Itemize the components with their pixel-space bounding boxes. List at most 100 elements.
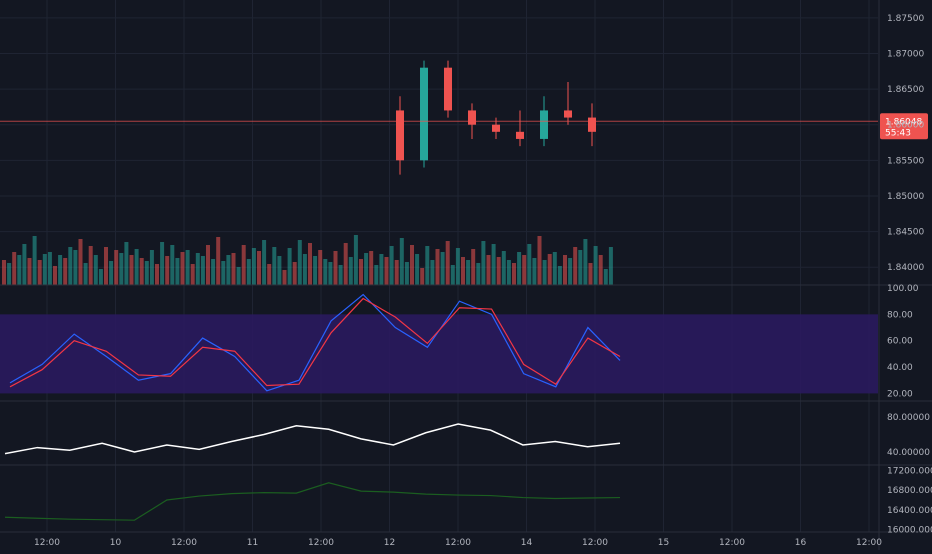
rsi-tick-label: 60.00 xyxy=(887,337,913,347)
volume-bar xyxy=(583,239,587,285)
volume-bar xyxy=(558,266,562,285)
x-tick-label: 12:00 xyxy=(856,538,882,548)
volume-bar xyxy=(451,265,455,285)
volume-bar xyxy=(497,257,501,285)
volume-bar xyxy=(48,252,52,285)
volume-bar xyxy=(43,254,47,285)
volume-bar xyxy=(206,245,210,285)
volume-bar xyxy=(328,262,332,285)
candle-body[interactable] xyxy=(588,118,596,132)
rsi-band xyxy=(0,314,878,393)
candle-body[interactable] xyxy=(468,110,476,124)
rsi-tick-label: 100.00 xyxy=(887,284,919,294)
volume-bar xyxy=(507,260,511,285)
x-tick-label: 12:00 xyxy=(445,538,471,548)
volume-bar xyxy=(109,261,113,285)
volume-bar xyxy=(369,251,373,285)
volume-bar xyxy=(599,255,603,285)
volume-bar xyxy=(466,260,470,285)
volume-bar xyxy=(441,252,445,285)
x-tick-label: 15 xyxy=(658,538,669,548)
volume-bar xyxy=(410,245,414,285)
volume-bar xyxy=(211,259,215,285)
volume-bar xyxy=(543,260,547,285)
volume-bar xyxy=(2,260,6,285)
volume-bar xyxy=(522,255,526,285)
volume-bar xyxy=(33,236,37,285)
candle-body[interactable] xyxy=(516,132,524,139)
volume-bar xyxy=(303,254,307,285)
volume-bar xyxy=(242,245,246,285)
volume-bar xyxy=(114,250,118,285)
x-tick-label: 12:00 xyxy=(171,538,197,548)
volume-bar xyxy=(216,237,220,285)
volume-bar xyxy=(201,256,205,285)
volume-bar xyxy=(456,248,460,285)
volume-bar xyxy=(191,264,195,285)
x-tick-label: 12 xyxy=(384,538,395,548)
volume-bar xyxy=(594,246,598,285)
volume-bar xyxy=(283,270,287,285)
volume-bar xyxy=(415,254,419,285)
cum-tick-label: 16400.00000 xyxy=(887,506,932,516)
volume-bar xyxy=(359,259,363,285)
volume-bar xyxy=(73,250,77,285)
volume-bar xyxy=(165,256,169,285)
volume-bar xyxy=(425,246,429,285)
price-tick-label: 1.87000 xyxy=(887,49,924,59)
volume-bar xyxy=(272,247,276,285)
x-tick-label: 12:00 xyxy=(582,538,608,548)
volume-bar xyxy=(277,256,281,285)
volume-bar xyxy=(257,251,261,285)
x-tick-label: 14 xyxy=(521,538,533,548)
volume-bar xyxy=(334,251,338,285)
volume-bar xyxy=(563,255,567,285)
volume-bar xyxy=(130,255,134,285)
x-tick-label: 12:00 xyxy=(719,538,745,548)
volume-bar xyxy=(17,255,21,285)
volume-bar xyxy=(140,258,144,285)
rsi-tick-label: 40.00 xyxy=(887,363,913,373)
volume-bar xyxy=(181,252,185,285)
volume-bar xyxy=(38,260,42,285)
price-tick-label: 1.87500 xyxy=(887,14,924,24)
x-tick-label: 10 xyxy=(110,538,122,548)
candle-body[interactable] xyxy=(396,110,404,160)
volume-bar xyxy=(298,240,302,285)
volume-bar xyxy=(512,263,516,285)
price-tick-label: 1.84500 xyxy=(887,228,924,238)
volume-bar xyxy=(461,257,465,285)
candle-body[interactable] xyxy=(420,68,428,161)
candle-body[interactable] xyxy=(444,68,452,111)
x-tick-label: 11 xyxy=(247,538,258,548)
volume-bar xyxy=(400,238,404,285)
volume-bar xyxy=(79,239,83,285)
volume-bar xyxy=(232,253,236,285)
candle-body[interactable] xyxy=(564,110,572,117)
price-tick-label: 1.86500 xyxy=(887,85,924,95)
volume-bar xyxy=(94,255,98,285)
volume-bar xyxy=(573,247,577,285)
volume-bar xyxy=(323,259,327,285)
rsi-tick-label: 20.00 xyxy=(887,389,913,399)
volume-bar xyxy=(28,258,32,285)
candle-body[interactable] xyxy=(492,125,500,132)
volume-bar xyxy=(390,246,394,285)
volume-bar xyxy=(385,257,389,285)
volume-bar xyxy=(12,252,16,285)
osc-tick-label: 40.00000 xyxy=(887,448,930,458)
volume-bar xyxy=(267,264,271,285)
volume-bar xyxy=(430,260,434,285)
cum-tick-label: 17200.00000 xyxy=(887,466,932,476)
volume-bar xyxy=(578,250,582,285)
volume-bar xyxy=(196,253,200,285)
volume-bar xyxy=(339,265,343,285)
volume-bar xyxy=(604,269,608,285)
candle-body[interactable] xyxy=(540,110,548,139)
volume-bar xyxy=(252,248,256,285)
volume-bar xyxy=(293,262,297,285)
osc-tick-label: 80.00000 xyxy=(887,413,930,423)
x-tick-label: 12:00 xyxy=(34,538,60,548)
